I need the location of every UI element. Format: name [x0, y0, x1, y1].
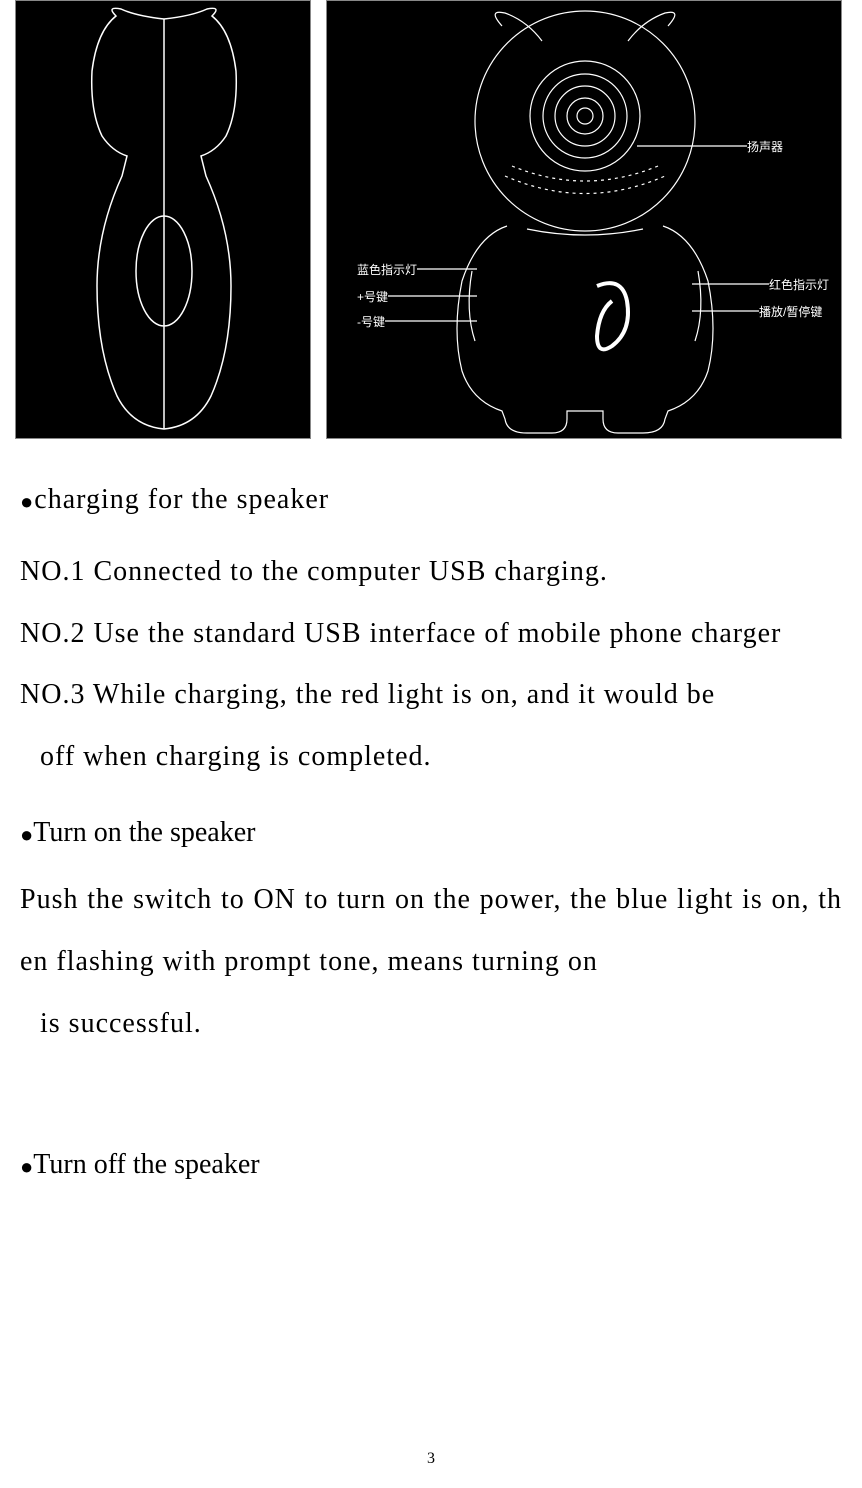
heading-charging-text: charging for the speaker: [34, 484, 329, 515]
heading-turn-off-text: Turn off the speaker: [33, 1149, 259, 1180]
label-play-pause: 播放/暂停键: [759, 303, 822, 320]
label-minus-key: -号键: [357, 313, 385, 330]
document-content: ●charging for the speaker NO.1 Connected…: [0, 479, 862, 1186]
label-speaker: 扬声器: [747, 138, 783, 155]
heading-turn-off: ●Turn off the speaker: [20, 1144, 842, 1186]
charging-item-2: NO.2 Use the standard USB interface of m…: [20, 603, 842, 665]
label-blue-indicator: 蓝色指示灯: [357, 261, 417, 278]
heading-turn-on-text: Turn on the speaker: [33, 817, 255, 848]
turn-on-body-a: Push the switch to ON to turn on the pow…: [20, 869, 842, 992]
diagram-front-view: 扬声器 蓝色指示灯 +号键 -号键 红色指示灯 播放/暂停键: [326, 0, 842, 439]
diagram-row: 扬声器 蓝色指示灯 +号键 -号键 红色指示灯 播放/暂停键: [0, 0, 862, 439]
diagram-side-view: [15, 0, 311, 439]
turn-on-body-b: is successful.: [20, 993, 842, 1055]
charging-item-3a: NO.3 While charging, the red light is on…: [20, 664, 842, 726]
charging-item-1: NO.1 Connected to the computer USB charg…: [20, 541, 842, 603]
heading-turn-on: ●Turn on the speaker: [20, 812, 842, 854]
heading-charging: ●charging for the speaker: [20, 479, 842, 521]
page-number: 3: [0, 1450, 862, 1468]
label-red-indicator: 红色指示灯: [769, 276, 829, 293]
charging-item-3b: off when charging is completed.: [20, 726, 842, 788]
label-plus-key: +号键: [357, 288, 388, 305]
